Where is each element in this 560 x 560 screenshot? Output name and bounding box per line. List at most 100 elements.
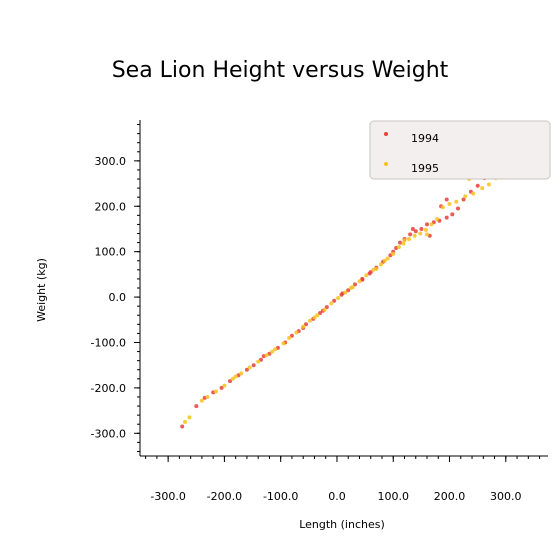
data-point-1995 <box>343 290 348 295</box>
x-tick-label: 300.0 <box>490 490 522 503</box>
data-point-1995 <box>486 182 491 187</box>
data-point-1995 <box>396 245 401 250</box>
data-point-1995 <box>281 341 286 346</box>
data-point-1995 <box>214 389 218 394</box>
data-point-1995 <box>402 238 407 243</box>
y-tick-label: -100.0 <box>91 336 126 349</box>
data-point-1994 <box>413 229 418 234</box>
data-point-1995 <box>463 194 468 199</box>
data-point-1995 <box>471 191 476 196</box>
data-point-1994 <box>450 212 455 217</box>
y-tick-label: -200.0 <box>91 382 126 395</box>
data-point-1995 <box>391 251 396 256</box>
y-tick-label: 300.0 <box>95 155 127 168</box>
x-tick-label: -100.0 <box>263 490 298 503</box>
data-point-1994 <box>228 379 232 384</box>
data-point-1995 <box>199 398 204 403</box>
data-point-1995 <box>205 395 210 399</box>
data-point-1995 <box>287 335 292 340</box>
data-point-1994 <box>318 311 323 315</box>
legend-label-1995: 1995 <box>411 162 439 175</box>
data-point-1994 <box>461 197 466 202</box>
data-point-1995 <box>454 199 459 204</box>
x-axis-label: Length (inches) <box>299 518 385 531</box>
x-tick-label: -300.0 <box>150 490 185 503</box>
data-point-1995 <box>435 217 440 221</box>
data-point-1995 <box>407 237 411 241</box>
data-point-1995 <box>247 365 252 370</box>
data-point-1995 <box>187 415 192 420</box>
x-tick-label: 100.0 <box>377 490 409 503</box>
data-point-1995 <box>315 313 320 318</box>
y-tick-label: 200.0 <box>95 200 127 213</box>
chart-title: Sea Lion Height versus Weight <box>112 58 449 83</box>
data-point-1994 <box>368 270 373 275</box>
data-point-1994 <box>259 357 263 362</box>
series-1994 <box>180 144 517 429</box>
x-tick-label: 0.0 <box>328 490 346 503</box>
data-point-1995 <box>222 383 227 388</box>
data-point-1995 <box>440 205 445 210</box>
x-tick-label: 200.0 <box>434 490 466 503</box>
x-axis-ticks: -300.0 -200.0 -100.0 0.0 100.0 200.0 300.0 <box>145 456 541 503</box>
series-1995 <box>183 171 505 424</box>
data-point-1995 <box>312 315 317 320</box>
legend-label-1994: 1994 <box>411 132 439 145</box>
data-point-1994 <box>219 385 224 390</box>
data-point-1995 <box>357 279 362 284</box>
data-point-1994 <box>244 367 249 372</box>
data-point-1994 <box>304 322 308 327</box>
data-point-1995 <box>378 262 383 267</box>
data-point-1995 <box>322 307 327 312</box>
legend: 1994 1995 <box>369 120 551 180</box>
data-point-1994 <box>251 363 256 368</box>
data-point-1995 <box>349 286 353 290</box>
y-axis-ticks: 300.0 200.0 100.0 0.0 -100.0 -200.0 -300.0 <box>91 124 140 452</box>
data-point-1995 <box>447 202 452 206</box>
y-axis-label: Weight (kg) <box>35 258 48 322</box>
legend-marker-1994 <box>384 132 388 136</box>
data-point-1994 <box>444 215 449 220</box>
data-point-1995 <box>423 227 428 232</box>
legend-marker-1995 <box>384 162 388 166</box>
data-point-1994 <box>425 222 429 227</box>
data-point-1995 <box>273 347 278 352</box>
x-tick-label: -200.0 <box>207 490 242 503</box>
data-point-1995 <box>230 376 235 381</box>
data-point-1995 <box>264 353 269 358</box>
data-point-1995 <box>382 258 387 263</box>
data-points <box>180 144 517 429</box>
data-point-1994 <box>410 227 415 231</box>
data-point-1994 <box>444 197 449 202</box>
data-point-1995 <box>385 256 390 261</box>
data-point-1995 <box>256 359 261 364</box>
plot-area: 300.0 200.0 100.0 0.0 -100.0 -200.0 -300.0 -30… <box>91 120 548 503</box>
data-point-1995 <box>183 419 187 424</box>
data-point-1995 <box>336 296 341 300</box>
data-point-1994 <box>408 232 413 237</box>
data-point-1994 <box>324 305 329 310</box>
data-point-1995 <box>401 241 406 246</box>
data-point-1995 <box>429 222 434 227</box>
data-point-1994 <box>332 298 337 303</box>
data-point-1994 <box>346 288 351 293</box>
data-point-1995 <box>270 349 275 354</box>
data-point-1995 <box>480 186 485 191</box>
data-point-1994 <box>289 333 294 338</box>
data-point-1994 <box>398 240 402 245</box>
data-point-1995 <box>364 273 369 278</box>
data-point-1995 <box>425 232 429 237</box>
data-point-1995 <box>233 374 238 379</box>
data-point-1995 <box>239 371 244 376</box>
data-point-1994 <box>475 183 480 188</box>
data-point-1995 <box>329 301 334 306</box>
data-point-1995 <box>374 266 379 271</box>
data-point-1995 <box>308 318 312 323</box>
y-tick-label: 100.0 <box>95 246 127 259</box>
y-tick-label: -300.0 <box>91 427 126 440</box>
data-point-1995 <box>418 231 423 236</box>
data-point-1994 <box>419 227 424 231</box>
data-point-1995 <box>294 330 299 335</box>
data-point-1994 <box>180 424 185 429</box>
